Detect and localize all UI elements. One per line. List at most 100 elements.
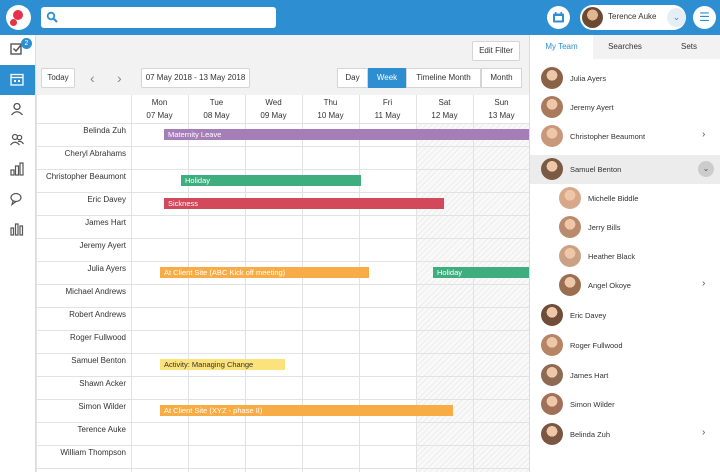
resource-name[interactable]: Robert Andrews — [69, 310, 126, 319]
chevron-down-icon: ⌄ — [667, 8, 686, 27]
table-row-line — [36, 330, 529, 331]
bar-chart-icon — [10, 162, 24, 176]
event-bar[interactable]: At Client Site (ABC Kick off meeting) — [160, 267, 369, 278]
tasks-badge: 2 — [21, 38, 32, 49]
event-bar[interactable]: Maternity Leave — [164, 129, 529, 140]
resource-name[interactable]: Simon Wilder — [78, 402, 126, 411]
calendar-icon — [10, 73, 24, 86]
team-member[interactable]: Samuel Benton ⌄ — [530, 155, 720, 184]
resource-name[interactable]: Shawn Acker — [79, 379, 126, 388]
table-row-line — [36, 399, 529, 400]
team-member-name: Heather Black — [588, 252, 636, 261]
chevron-right-icon[interactable]: › — [702, 427, 706, 438]
nav-analytics[interactable] — [0, 215, 35, 245]
nav-messages[interactable] — [0, 185, 35, 215]
team-member[interactable]: Angel Okoye › — [530, 271, 720, 300]
avatar — [541, 96, 563, 118]
grid-header-line — [36, 123, 529, 124]
resource-name[interactable]: Eric Davey — [87, 195, 126, 204]
tab-searches[interactable]: Searches — [593, 35, 657, 59]
team-member[interactable]: Simon Wilder — [530, 390, 720, 419]
avatar — [559, 245, 581, 267]
chevron-right-icon: › — [117, 70, 122, 86]
user-avatar — [582, 7, 603, 28]
team-member[interactable]: Julia Ayers — [530, 64, 720, 93]
app-logo[interactable] — [6, 5, 31, 30]
edit-filter-button[interactable]: Edit Filter — [472, 41, 520, 61]
view-month-button[interactable]: Month — [481, 68, 522, 88]
grid-column-line — [245, 95, 246, 472]
team-member-name: Jerry Bills — [588, 223, 621, 232]
calendar-switch-button[interactable] — [547, 6, 570, 29]
team-member[interactable]: Christopher Beaumont › — [530, 122, 720, 151]
nav-profile[interactable] — [0, 95, 35, 125]
view-timeline-month-button[interactable]: Timeline Month — [406, 68, 481, 88]
avatar — [541, 158, 563, 180]
chevron-right-icon[interactable]: › — [702, 278, 706, 289]
chevron-down-icon[interactable]: ⌄ — [698, 161, 714, 177]
event-bar[interactable]: Activity: Managing Change — [160, 359, 285, 370]
nav-reports[interactable] — [0, 155, 35, 185]
next-week-button[interactable]: › — [117, 70, 122, 86]
grid-column-line — [188, 95, 189, 472]
day-header-date: 11 May — [374, 111, 401, 120]
nav-tasks[interactable]: 2 — [0, 35, 35, 65]
main-menu-button[interactable]: ☰ — [693, 6, 716, 29]
team-member-name: Jeremy Ayert — [570, 103, 614, 112]
resource-name[interactable]: Terence Auke — [77, 425, 126, 434]
date-range-label[interactable]: 07 May 2018 - 13 May 2018 — [141, 68, 250, 88]
view-week-button[interactable]: Week — [368, 68, 406, 88]
day-header-name: Wed — [265, 98, 282, 107]
avatar — [559, 216, 581, 238]
day-header-name: Thu — [323, 98, 338, 107]
resource-name[interactable]: Cheryl Abrahams — [64, 149, 126, 158]
grid-column-line — [36, 95, 37, 472]
avatar — [559, 274, 581, 296]
team-member-name: Christopher Beaumont — [570, 132, 646, 141]
resource-name[interactable]: Jeremy Ayert — [79, 241, 126, 250]
team-member[interactable]: Jerry Bills — [530, 213, 720, 242]
resource-name[interactable]: Christopher Beaumont — [45, 172, 126, 181]
user-name: Terence Auke — [608, 12, 657, 21]
event-bar[interactable]: Sickness — [164, 198, 444, 209]
nav-team[interactable] — [0, 125, 35, 155]
prev-week-button[interactable]: ‹ — [90, 70, 95, 86]
team-member-name: Julia Ayers — [570, 74, 607, 83]
team-member[interactable]: Roger Fullwood — [530, 331, 720, 360]
resource-name[interactable]: Belinda Zuh — [83, 126, 126, 135]
event-bar[interactable]: Holiday — [181, 175, 361, 186]
resource-name[interactable]: James Hart — [85, 218, 126, 227]
team-member[interactable]: Heather Black — [530, 242, 720, 271]
view-day-button[interactable]: Day — [337, 68, 368, 88]
resource-name[interactable]: Julia Ayers — [87, 264, 126, 273]
user-menu[interactable]: Terence Auke ⌄ — [580, 5, 686, 30]
day-header-date: 12 May — [431, 111, 458, 120]
team-member[interactable]: Michelle Biddle — [530, 184, 720, 213]
event-bar[interactable]: At Client Site (XYZ - phase II) — [160, 405, 453, 416]
resource-name[interactable]: Michael Andrews — [65, 287, 126, 296]
table-row-line — [36, 215, 529, 216]
grid-column-line — [302, 95, 303, 472]
resource-name[interactable]: Samuel Benton — [71, 356, 126, 365]
team-member[interactable]: Belinda Zuh › — [530, 420, 720, 449]
nav-calendar[interactable] — [0, 65, 35, 95]
person-icon — [11, 102, 23, 116]
top-bar: Terence Auke ⌄ ☰ — [0, 0, 720, 35]
tab-sets[interactable]: Sets — [657, 35, 720, 59]
table-row-line — [36, 146, 529, 147]
search-input[interactable] — [41, 7, 276, 28]
table-row-line — [36, 238, 529, 239]
today-button[interactable]: Today — [41, 68, 75, 88]
event-bar[interactable]: Holiday — [433, 267, 530, 278]
team-member[interactable]: Eric Davey — [530, 301, 720, 330]
resource-name[interactable]: William Thompson — [60, 448, 126, 457]
schedule-grid: Mon 07 May Tue 08 May Wed 09 May Thu 10 May Fri 1… — [36, 95, 531, 472]
team-member[interactable]: Jeremy Ayert — [530, 93, 720, 122]
chevron-right-icon[interactable]: › — [702, 129, 706, 140]
team-member[interactable]: James Hart — [530, 361, 720, 390]
team-member-name: Simon Wilder — [570, 400, 615, 409]
tab-my-team[interactable]: My Team — [530, 35, 593, 59]
day-header-date: 08 May — [203, 111, 230, 120]
chat-icon — [10, 192, 22, 206]
resource-name[interactable]: Roger Fullwood — [69, 333, 126, 342]
